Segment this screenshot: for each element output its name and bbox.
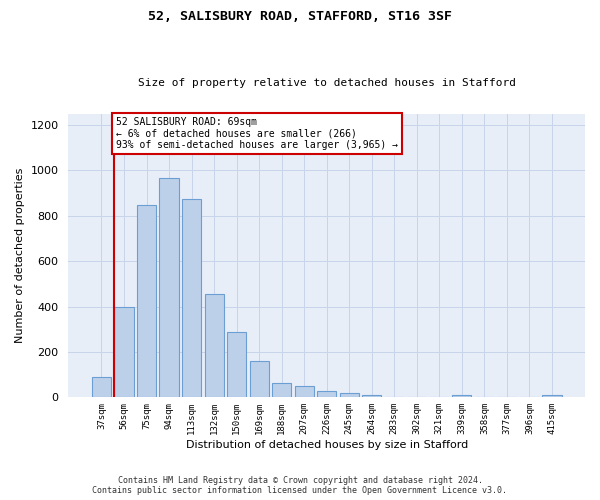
Bar [362, 395, 382, 398]
Bar [295, 386, 314, 398]
Y-axis label: Number of detached properties: Number of detached properties [15, 168, 25, 343]
Bar [160, 178, 179, 398]
X-axis label: Distribution of detached houses by size in Stafford: Distribution of detached houses by size … [185, 440, 468, 450]
Bar [250, 361, 269, 398]
Bar [317, 390, 336, 398]
Text: Contains HM Land Registry data © Crown copyright and database right 2024.
Contai: Contains HM Land Registry data © Crown c… [92, 476, 508, 495]
Bar [205, 294, 224, 398]
Bar [137, 204, 156, 398]
Bar [227, 332, 246, 398]
Bar [340, 393, 359, 398]
Bar [452, 394, 472, 398]
Bar [272, 382, 291, 398]
Text: 52 SALISBURY ROAD: 69sqm
← 6% of detached houses are smaller (266)
93% of semi-d: 52 SALISBURY ROAD: 69sqm ← 6% of detache… [116, 117, 398, 150]
Title: Size of property relative to detached houses in Stafford: Size of property relative to detached ho… [138, 78, 516, 88]
Bar [115, 306, 134, 398]
Text: 52, SALISBURY ROAD, STAFFORD, ST16 3SF: 52, SALISBURY ROAD, STAFFORD, ST16 3SF [148, 10, 452, 23]
Bar [182, 199, 201, 398]
Bar [92, 377, 111, 398]
Bar [542, 394, 562, 398]
